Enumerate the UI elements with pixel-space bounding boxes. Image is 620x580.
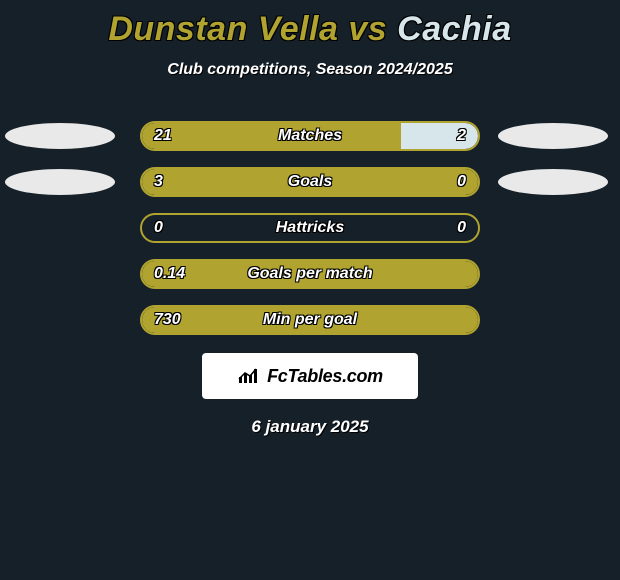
stat-row: 212Matches: [0, 121, 620, 151]
player1-name: Dunstan Vella: [108, 10, 338, 48]
comparison-chart: 212Matches 30Goals 0 0Hattricks 0.14Goals pe…: [0, 121, 620, 335]
player1-fill: [142, 307, 478, 333]
player2-badge: [498, 169, 608, 195]
source-logo: FcTables.com: [202, 353, 418, 399]
stat-row: 0 0Hattricks: [0, 213, 620, 243]
player2-badge: [498, 123, 608, 149]
stat-bar: 212Matches: [140, 121, 480, 151]
player1-fill: [142, 169, 478, 195]
stat-bar: 30Goals: [140, 167, 480, 197]
stat-bar: 730Min per goal: [140, 305, 480, 335]
stat-label: Hattricks: [142, 215, 478, 241]
stat-bar: 0.14Goals per match: [140, 259, 480, 289]
snapshot-date: 6 january 2025: [0, 417, 620, 437]
stat-bar: 0 0Hattricks: [140, 213, 480, 243]
player2-name: Cachia: [397, 10, 512, 48]
player2-value: 0: [457, 215, 466, 241]
player1-fill: [142, 261, 478, 287]
logo-text: FcTables.com: [267, 366, 383, 387]
player1-badge: [5, 123, 115, 149]
player1-badge: [5, 169, 115, 195]
stat-row: 30Goals: [0, 167, 620, 197]
player2-fill: [401, 123, 478, 149]
comparison-title: Dunstan Vella vs Cachia: [0, 0, 620, 49]
subtitle: Club competitions, Season 2024/2025: [0, 61, 620, 79]
player1-value: 0: [154, 215, 163, 241]
stat-row: 730Min per goal: [0, 305, 620, 335]
player1-fill: [142, 123, 401, 149]
vs-separator: vs: [338, 10, 397, 48]
stat-row: 0.14Goals per match: [0, 259, 620, 289]
bar-chart-icon: [237, 367, 261, 385]
